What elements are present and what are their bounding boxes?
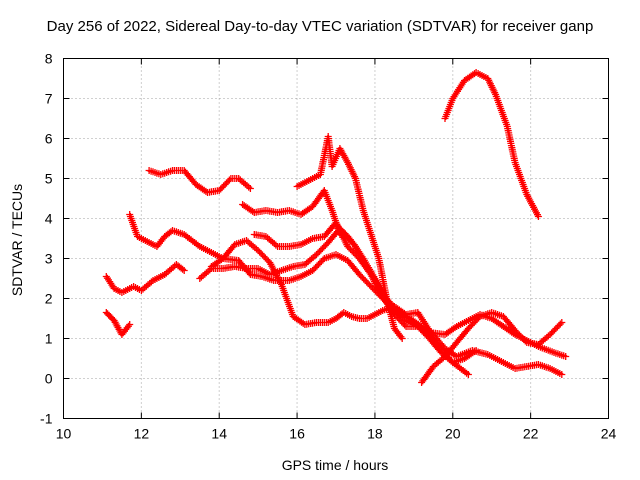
y-axis: -1 0 1 2 3 4 5 6 7 8	[40, 51, 609, 427]
x-tick-label: 10	[56, 426, 72, 442]
chart-title: Day 256 of 2022, Sidereal Day-to-day VTE…	[46, 18, 594, 35]
series-arc-6	[207, 237, 566, 378]
series-arc-11	[441, 69, 542, 220]
x-tick-label: 24	[601, 426, 617, 442]
series-arc-10	[418, 309, 566, 386]
data-points	[441, 69, 542, 220]
series-arc-3	[126, 211, 570, 360]
data-points	[250, 219, 480, 366]
data-points	[102, 309, 134, 338]
x-tick-label: 22	[523, 426, 539, 442]
x-tick-label: 12	[134, 426, 150, 442]
data-points	[126, 211, 570, 360]
y-tick-label: 1	[45, 331, 53, 347]
series-arc-9	[293, 133, 406, 342]
plot-frame	[63, 58, 609, 419]
data-marks	[102, 69, 570, 386]
x-tick-label: 14	[211, 426, 227, 442]
data-points	[293, 133, 406, 342]
y-tick-label: 7	[45, 91, 53, 107]
data-points	[102, 261, 188, 296]
data-points	[196, 225, 472, 378]
data-points	[418, 309, 566, 386]
y-tick-label: 2	[45, 291, 53, 307]
x-axis-label: GPS time / hours	[281, 457, 389, 473]
x-tick-label: 18	[367, 426, 383, 442]
y-tick-label: 6	[45, 131, 53, 147]
y-tick-label: 0	[45, 371, 53, 387]
series-arc-1	[102, 309, 134, 338]
x-tick-label: 20	[445, 426, 461, 442]
y-tick-label: 5	[45, 171, 53, 187]
series-arc-5	[196, 225, 472, 378]
y-tick-label: 4	[45, 211, 53, 227]
series-arc-2	[102, 261, 188, 296]
data-points	[145, 167, 254, 196]
y-tick-label: 8	[45, 51, 53, 67]
y-tick-label: -1	[40, 411, 53, 427]
series-arc-4	[145, 167, 254, 196]
data-points	[207, 237, 566, 378]
y-tick-label: 3	[45, 251, 53, 267]
y-axis-label: SDTVAR / TECUs	[9, 183, 25, 297]
x-axis: 10 12 14 16 18 20 22 24	[56, 58, 617, 442]
gridlines	[63, 58, 609, 419]
x-tick-label: 16	[289, 426, 305, 442]
series-arc-8	[250, 219, 480, 366]
